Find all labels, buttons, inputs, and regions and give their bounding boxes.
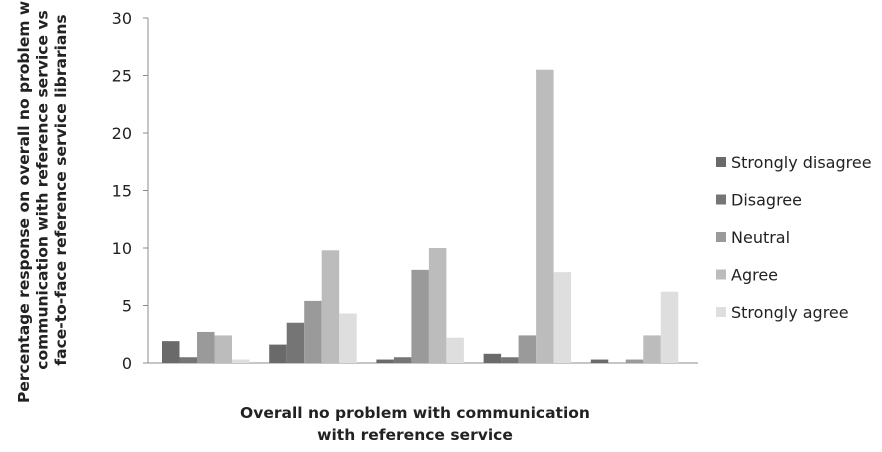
bar-neutral-3 bbox=[411, 269, 429, 363]
legend-label: Disagree bbox=[731, 191, 802, 210]
bar-strongly-agree-5 bbox=[660, 291, 679, 363]
bar-strongly-agree-4 bbox=[553, 272, 572, 363]
bar-disagree-2 bbox=[286, 322, 305, 363]
legend-swatch bbox=[716, 194, 726, 205]
x-axis-title: Overall no problem with communication wit… bbox=[240, 404, 590, 444]
y-tick-label: 15 bbox=[112, 182, 132, 201]
bar-disagree-4 bbox=[501, 357, 519, 363]
bar-disagree-3 bbox=[393, 357, 412, 363]
bar-strongly-disagree-2 bbox=[269, 344, 287, 363]
bar-neutral-4 bbox=[518, 335, 537, 363]
bar-strongly-disagree-1 bbox=[162, 341, 180, 363]
bar-agree-3 bbox=[428, 248, 447, 363]
bars bbox=[162, 69, 679, 363]
bar-strongly-disagree-5 bbox=[590, 359, 609, 363]
bar-agree-4 bbox=[536, 69, 554, 363]
y-tick-label: 5 bbox=[122, 297, 132, 316]
legend-label: Agree bbox=[731, 266, 778, 285]
legend-swatch bbox=[716, 232, 726, 242]
bar-disagree-1 bbox=[179, 357, 197, 363]
y-axis-title-line: communication with reference service vs bbox=[34, 10, 52, 369]
bar-agree-1 bbox=[214, 335, 232, 363]
y-tick-label: 25 bbox=[112, 67, 132, 86]
y-axis-title-line: face-to-face reference service librarian… bbox=[52, 14, 70, 365]
bar-neutral-5 bbox=[625, 359, 644, 363]
y-axis-title-line: Percentage response on overall no proble… bbox=[15, 0, 33, 403]
legend-label: Strongly agree bbox=[731, 303, 849, 322]
legend-label: Strongly disagree bbox=[731, 153, 872, 172]
legend: Strongly disagree Disagree Neutral Agree Str… bbox=[716, 153, 872, 322]
bar-neutral-1 bbox=[197, 331, 215, 363]
bar-strongly-disagree-3 bbox=[376, 359, 394, 363]
bar-neutral-2 bbox=[304, 300, 322, 363]
y-tick-label: 10 bbox=[112, 239, 132, 258]
bar-agree-2 bbox=[321, 250, 340, 363]
bar-strongly-agree-3 bbox=[446, 337, 464, 363]
x-axis-title-line: Overall no problem with communication bbox=[240, 404, 590, 422]
y-tick-label: 30 bbox=[112, 9, 132, 28]
y-axis-title: Percentage response on overall no proble… bbox=[15, 0, 70, 403]
x-axis-title-line: with reference service bbox=[317, 426, 513, 444]
bar-agree-5 bbox=[643, 335, 661, 363]
bar-strongly-disagree-4 bbox=[483, 353, 502, 363]
bar-strongly-agree-1 bbox=[232, 359, 250, 363]
legend-swatch bbox=[716, 307, 726, 317]
y-tick-label: 0 bbox=[122, 354, 132, 373]
bar-strongly-agree-2 bbox=[339, 313, 357, 363]
legend-swatch bbox=[716, 157, 726, 167]
y-tick-label: 20 bbox=[112, 124, 132, 143]
y-axis: 0 5 10 15 20 25 30 bbox=[112, 9, 698, 373]
legend-label: Neutral bbox=[731, 228, 790, 247]
legend-swatch bbox=[716, 269, 726, 280]
